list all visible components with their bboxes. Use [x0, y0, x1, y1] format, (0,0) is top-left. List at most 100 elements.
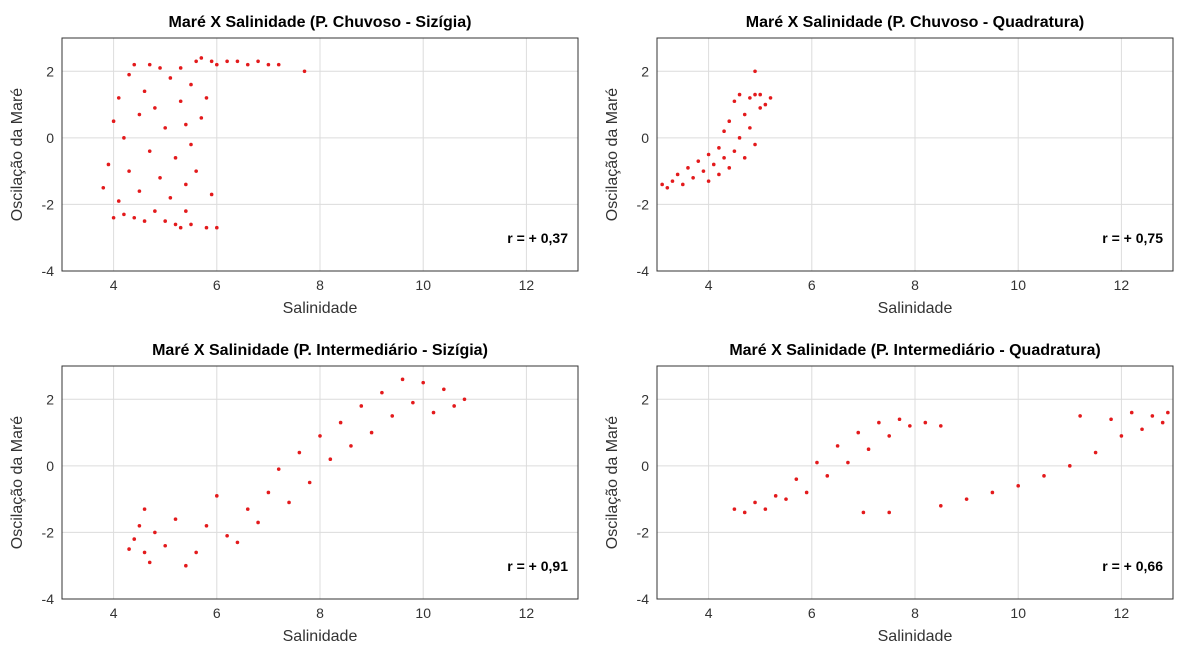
- chart-3-point-31: [1119, 434, 1124, 438]
- chart-3-point-24: [990, 490, 995, 495]
- chart-1-point-20: [737, 136, 742, 140]
- chart-2-point-3: [142, 550, 147, 555]
- chart-0-point-14: [142, 219, 147, 223]
- chart-0-point-39: [199, 56, 204, 60]
- chart-0-point-16: [147, 62, 152, 67]
- chart-2-point-22: [318, 434, 322, 438]
- chart-3-point-11: [846, 460, 850, 465]
- chart-2-ytick-2: 0: [46, 458, 54, 474]
- chart-3-xtick-2: 8: [911, 605, 919, 621]
- chart-3-point-12: [856, 430, 861, 435]
- chart-2-xtick-2: 8: [316, 605, 324, 621]
- chart-1-point-9: [706, 152, 711, 157]
- chart-1-point-17: [727, 119, 732, 124]
- chart-1-point-7: [696, 159, 701, 163]
- chart-0-point-12: [137, 189, 142, 193]
- chart-1-ytick-1: -2: [637, 196, 650, 212]
- chart-3-ytick-1: -2: [637, 524, 650, 540]
- chart-3-point-17: [908, 424, 912, 428]
- chart-1-point-27: [753, 142, 757, 147]
- chart-2-point-30: [400, 377, 405, 382]
- chart-0-correlation: r = + 0,37: [507, 230, 568, 246]
- chart-1-ytick-2: 0: [641, 130, 649, 146]
- chart-2-correlation: r = + 0,91: [507, 558, 568, 574]
- chart-0-ytick-0: -4: [42, 263, 55, 279]
- chart-1-point-12: [717, 146, 721, 150]
- chart-0-point-10: [132, 215, 137, 220]
- chart-3-point-13: [866, 447, 871, 452]
- chart-2-xlabel: Salinidade: [283, 628, 358, 645]
- chart-3-ytick-0: -4: [637, 591, 650, 607]
- chart-2-title: Maré X Salinidade (P. Intermediário - Si…: [152, 342, 488, 359]
- chart-2-point-17: [266, 490, 271, 495]
- chart-1-xlabel: Salinidade: [878, 300, 953, 317]
- chart-2-xtick-4: 12: [519, 605, 535, 621]
- chart-2-point-33: [431, 410, 436, 415]
- chart-0-point-37: [194, 59, 198, 64]
- panel-intermediario-quadratura: 4 6 8 10 12 -4 -2 0 2 Maré X Salinidade (P. Inter…: [604, 342, 1174, 645]
- chart-0-point-7: [122, 136, 126, 140]
- chart-0-point-6: [122, 212, 126, 217]
- chart-3-ytick-3: 2: [641, 391, 649, 407]
- chart-1-point-18: [732, 149, 737, 153]
- chart-0-point-5: [116, 96, 121, 100]
- chart-2-point-19: [287, 500, 291, 505]
- chart-0-point-20: [158, 66, 162, 70]
- chart-1-point-8: [701, 169, 706, 173]
- chart-1-point-26: [753, 92, 757, 97]
- chart-3-point-28: [1078, 414, 1082, 418]
- chart-1-point-0: [660, 182, 664, 187]
- chart-0-point-42: [204, 96, 209, 100]
- chart-2-point-36: [462, 397, 467, 402]
- chart-1-plot-area: [656, 37, 1174, 272]
- chart-3-point-21: [887, 510, 891, 515]
- chart-2-xtick-3: 10: [415, 605, 431, 621]
- chart-2-point-24: [338, 420, 343, 425]
- chart-3-xtick-1: 6: [808, 605, 816, 621]
- chart-0-point-53: [302, 69, 307, 74]
- chart-3-correlation: r = + 0,66: [1102, 558, 1163, 574]
- chart-0-point-21: [158, 176, 162, 180]
- chart-0-point-26: [173, 222, 178, 227]
- chart-3-title: Maré X Salinidade (P. Intermediário - Qu…: [729, 342, 1100, 359]
- chart-0-point-3: [111, 119, 116, 124]
- chart-0-point-25: [168, 195, 173, 200]
- chart-1-point-4: [681, 182, 685, 187]
- chart-2-point-9: [184, 563, 188, 568]
- chart-3-point-7: [804, 490, 809, 495]
- panel-chuvoso-sizigia: 4 6 8 10 12 -4 -2 0 2 Maré X Salinidade (P. Chuvo…: [9, 14, 579, 317]
- chart-0-point-45: [215, 62, 219, 67]
- chart-2-xtick-0: 4: [110, 605, 118, 621]
- chart-0-point-30: [178, 66, 183, 70]
- chart-0-point-2: [111, 215, 116, 220]
- chart-1-correlation: r = + 0,75: [1102, 230, 1163, 246]
- chart-3-point-27: [1068, 464, 1072, 468]
- chart-1-point-23: [742, 156, 747, 160]
- chart-1-point-24: [748, 96, 752, 100]
- chart-0-ytick-1: -2: [42, 196, 55, 212]
- chart-2-plot-area: [61, 365, 579, 600]
- chart-2-point-5: [147, 560, 152, 565]
- chart-0-point-24: [168, 76, 173, 80]
- chart-3-point-9: [825, 474, 830, 478]
- chart-1-title: Maré X Salinidade (P. Chuvoso - Quadratu…: [746, 14, 1084, 31]
- chart-1-point-14: [722, 156, 726, 160]
- chart-2-point-14: [235, 540, 240, 545]
- chart-2-ytick-1: -2: [42, 524, 55, 540]
- chart-0-point-47: [225, 59, 229, 64]
- chart-2-point-31: [411, 400, 415, 405]
- chart-0-point-33: [184, 122, 188, 127]
- chart-3-point-34: [1150, 414, 1155, 418]
- chart-3-point-1: [742, 510, 747, 515]
- chart-3-point-23: [964, 497, 969, 501]
- chart-0-point-15: [142, 89, 147, 94]
- chart-0-xtick-0: 4: [110, 277, 118, 293]
- chart-2-point-28: [380, 390, 384, 395]
- chart-0-ylabel: Oscilação da Maré: [9, 88, 26, 221]
- chart-0-xtick-1: 6: [213, 277, 221, 293]
- chart-3-point-14: [877, 420, 881, 425]
- chart-3-point-22: [939, 504, 943, 508]
- chart-3-point-10: [835, 444, 840, 448]
- chart-1-point-19: [732, 99, 737, 104]
- chart-3-point-0: [732, 507, 737, 511]
